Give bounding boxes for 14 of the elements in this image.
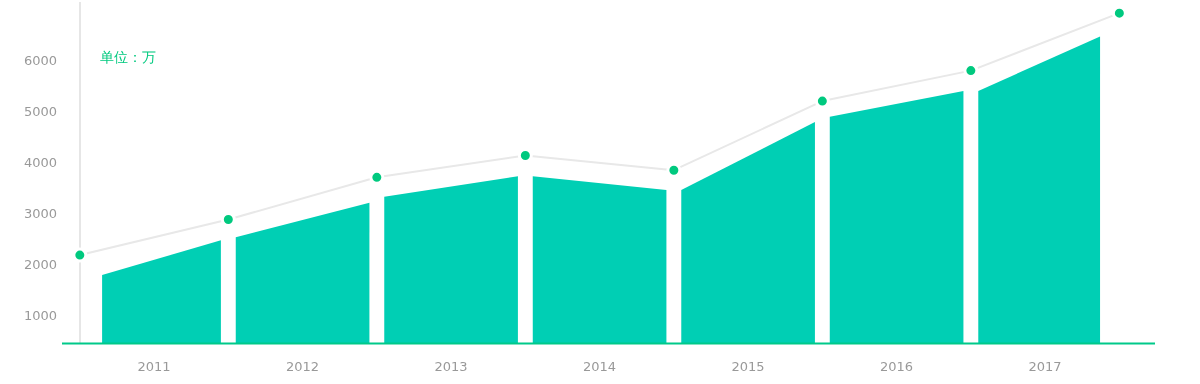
x-tick-label: 2016 [880, 359, 914, 374]
x-tick-label: 2011 [137, 359, 171, 374]
x-tick-label: 2017 [1028, 359, 1062, 374]
x-tick-label: 2012 [286, 359, 320, 374]
y-tick-label: 5000 [23, 104, 57, 120]
x-tick-label: 2015 [731, 359, 765, 374]
y-tick-label: 3000 [23, 205, 57, 221]
x-tick-label: 2013 [434, 359, 468, 374]
annotation: 单位：万 [100, 49, 156, 65]
y-tick-label: 2000 [23, 256, 57, 272]
y-tick-label: 6000 [23, 53, 57, 69]
x-tick-label: 2014 [583, 359, 617, 374]
y-tick-label: 4000 [23, 155, 57, 171]
y-tick-label: 1000 [23, 307, 57, 323]
